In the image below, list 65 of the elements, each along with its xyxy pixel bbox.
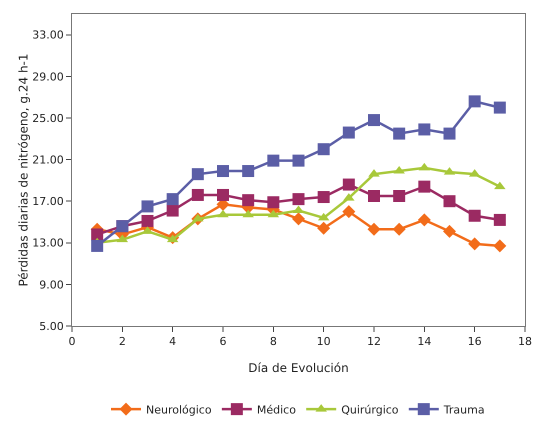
legend-label: Quirúrgico xyxy=(341,403,399,416)
point xyxy=(242,194,254,206)
x-tick-label: 4 xyxy=(169,335,176,348)
legend-label: Médico xyxy=(256,403,296,416)
point xyxy=(342,205,356,218)
point xyxy=(342,178,355,191)
x-tick-label: 14 xyxy=(417,335,432,348)
y-tick-label: 29.00 xyxy=(32,70,64,84)
point xyxy=(368,190,380,202)
point xyxy=(267,154,280,167)
point xyxy=(418,123,430,136)
y-tick-label: 5.00 xyxy=(39,320,64,333)
point xyxy=(392,222,406,236)
point xyxy=(342,126,355,139)
x-tick-label: 2 xyxy=(118,335,126,348)
x-tick-label: 12 xyxy=(367,335,381,348)
y-tick-label: 17.00 xyxy=(32,195,64,208)
point xyxy=(418,213,431,226)
point xyxy=(468,210,481,222)
point xyxy=(91,228,104,240)
legend-label: Trauma xyxy=(442,403,485,416)
point xyxy=(443,224,456,238)
point xyxy=(142,200,154,212)
point xyxy=(494,102,506,114)
point xyxy=(267,196,280,208)
point xyxy=(418,180,430,193)
point xyxy=(317,222,330,235)
x-tick-label: 16 xyxy=(468,335,482,348)
point xyxy=(217,188,229,201)
point xyxy=(318,191,330,204)
point xyxy=(468,95,481,108)
point xyxy=(292,212,305,226)
point xyxy=(166,204,179,217)
y-tick-label: 33.00 xyxy=(32,28,64,42)
point xyxy=(192,168,204,180)
point xyxy=(192,188,204,201)
point xyxy=(368,222,380,236)
point xyxy=(166,193,179,206)
point xyxy=(393,128,406,140)
x-tick-label: 6 xyxy=(220,335,226,348)
legend-label: Neurológico xyxy=(146,403,212,416)
x-tick-label: 18 xyxy=(518,335,532,348)
point xyxy=(318,143,330,156)
point xyxy=(142,214,154,227)
point xyxy=(217,165,229,178)
y-tick-label: 9.00 xyxy=(39,278,64,292)
point xyxy=(493,239,506,252)
point xyxy=(444,128,456,140)
point xyxy=(91,240,104,252)
y-tick-label: 13.00 xyxy=(32,236,64,250)
x-tick-label: 0 xyxy=(68,335,76,348)
x-tick-label: 8 xyxy=(270,335,277,348)
point xyxy=(444,195,456,208)
point xyxy=(368,114,380,126)
y-tick-label: 25.00 xyxy=(32,112,64,125)
y-axis-title: Pérdidas diarias de nitrógeno, g.24 h-1 xyxy=(16,53,30,287)
point xyxy=(494,214,506,226)
point xyxy=(468,237,482,250)
y-tick-label: 21.00 xyxy=(32,153,64,166)
point xyxy=(292,154,304,167)
x-axis-title: Día de Evolución xyxy=(248,361,349,375)
x-tick-label: 10 xyxy=(316,335,331,348)
point xyxy=(393,190,406,202)
point xyxy=(242,165,254,178)
point xyxy=(292,193,304,206)
